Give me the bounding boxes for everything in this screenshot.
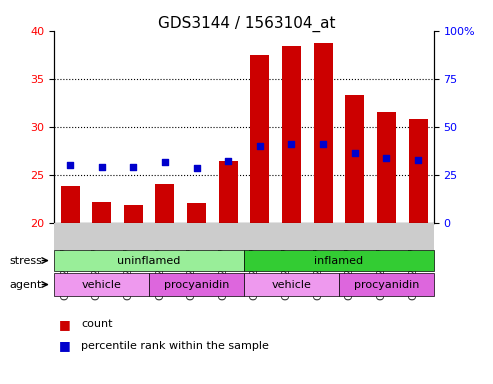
Text: procyanidin: procyanidin — [164, 280, 229, 290]
Point — [161, 159, 169, 165]
Point — [383, 155, 390, 161]
Bar — [282, 46, 301, 223]
Point — [287, 141, 295, 147]
Bar — [187, 202, 206, 223]
Text: count: count — [81, 319, 113, 329]
Point — [66, 162, 74, 168]
Bar — [124, 205, 143, 223]
Bar — [61, 186, 79, 223]
Text: vehicle: vehicle — [82, 280, 122, 290]
Bar — [219, 161, 238, 223]
Bar — [92, 202, 111, 223]
Bar — [377, 112, 396, 223]
Text: vehicle: vehicle — [272, 280, 312, 290]
Text: ■: ■ — [59, 318, 71, 331]
Text: stress: stress — [10, 255, 43, 266]
Point — [414, 157, 422, 164]
Point — [224, 158, 232, 164]
Text: agent: agent — [10, 280, 42, 290]
Text: GDS3144 / 1563104_at: GDS3144 / 1563104_at — [158, 15, 335, 31]
Bar — [314, 43, 333, 223]
Text: inflamed: inflamed — [315, 255, 363, 266]
Point — [193, 165, 201, 171]
Text: uninflamed: uninflamed — [117, 255, 181, 266]
Point — [256, 143, 264, 149]
Point — [319, 141, 327, 147]
Bar — [250, 55, 269, 223]
Text: percentile rank within the sample: percentile rank within the sample — [81, 341, 269, 351]
Text: ■: ■ — [59, 339, 71, 352]
Point — [351, 149, 359, 156]
Point — [129, 164, 137, 170]
Point — [98, 164, 106, 170]
Text: procyanidin: procyanidin — [353, 280, 419, 290]
Bar — [155, 184, 175, 223]
Bar — [345, 95, 364, 223]
Bar — [409, 119, 427, 223]
